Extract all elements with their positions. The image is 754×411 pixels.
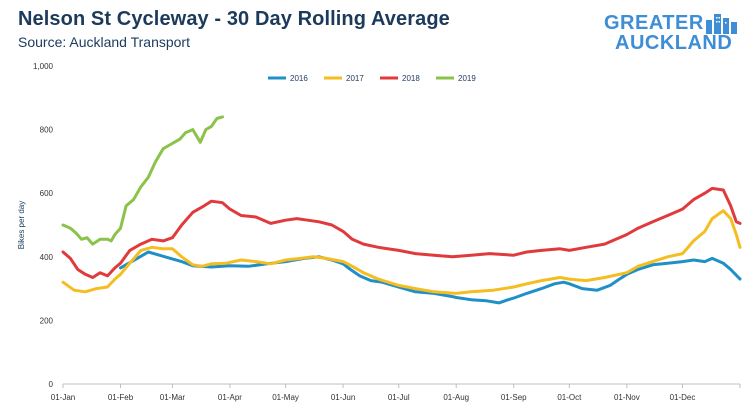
x-tick-label: 01-Jun — [331, 393, 355, 402]
greater-auckland-logo: GREATER AUCKLAND — [600, 12, 746, 60]
y-tick-label: 0 — [49, 380, 54, 389]
x-tick-label: 01-Feb — [108, 393, 134, 402]
page-title: Nelson St Cycleway - 30 Day Rolling Aver… — [18, 8, 450, 30]
y-tick-label: 400 — [40, 253, 54, 262]
x-tick-label: 01-Dec — [670, 393, 696, 402]
x-tick-label: 01-Oct — [557, 393, 582, 402]
x-tick-label: 01-Aug — [443, 393, 469, 402]
y-axis-label: Bikes per day — [17, 201, 26, 249]
skyline-icon — [706, 14, 737, 34]
chart-axes: 0 200 400 600 800 1,000 01-Jan 01-Feb 01-Mar 01-A… — [17, 62, 741, 402]
series-line-2016 — [119, 250, 742, 305]
x-tick-label: 01-May — [272, 393, 299, 402]
chart-series — [61, 115, 742, 305]
logo-line-2: AUCKLAND — [615, 32, 733, 54]
series-line-2018 — [61, 186, 742, 279]
y-tick-label: 1,000 — [33, 62, 54, 71]
x-tick-label: 01-Mar — [160, 393, 186, 402]
x-tick-label: 01-Sep — [501, 393, 527, 402]
x-tick-label: 01-Nov — [614, 393, 640, 402]
y-tick-label: 600 — [40, 189, 54, 198]
series-line-2019 — [61, 115, 224, 246]
page-subtitle: Source: Auckland Transport — [18, 34, 190, 50]
legend-label-2017: 2017 — [346, 74, 364, 83]
legend-label-2018: 2018 — [402, 74, 420, 83]
x-tick-label: 01-Jul — [388, 393, 410, 402]
chart-legend: 2016 2017 2018 2019 — [268, 74, 476, 83]
x-tick-label: 01-Jan — [51, 393, 75, 402]
logo-line-1: GREATER — [604, 12, 704, 34]
legend-label-2019: 2019 — [458, 74, 476, 83]
x-tick-label: 01-Apr — [218, 393, 242, 402]
series-line-2017 — [61, 209, 742, 295]
y-tick-label: 200 — [40, 316, 54, 325]
legend-label-2016: 2016 — [290, 74, 308, 83]
y-tick-label: 800 — [40, 126, 54, 135]
